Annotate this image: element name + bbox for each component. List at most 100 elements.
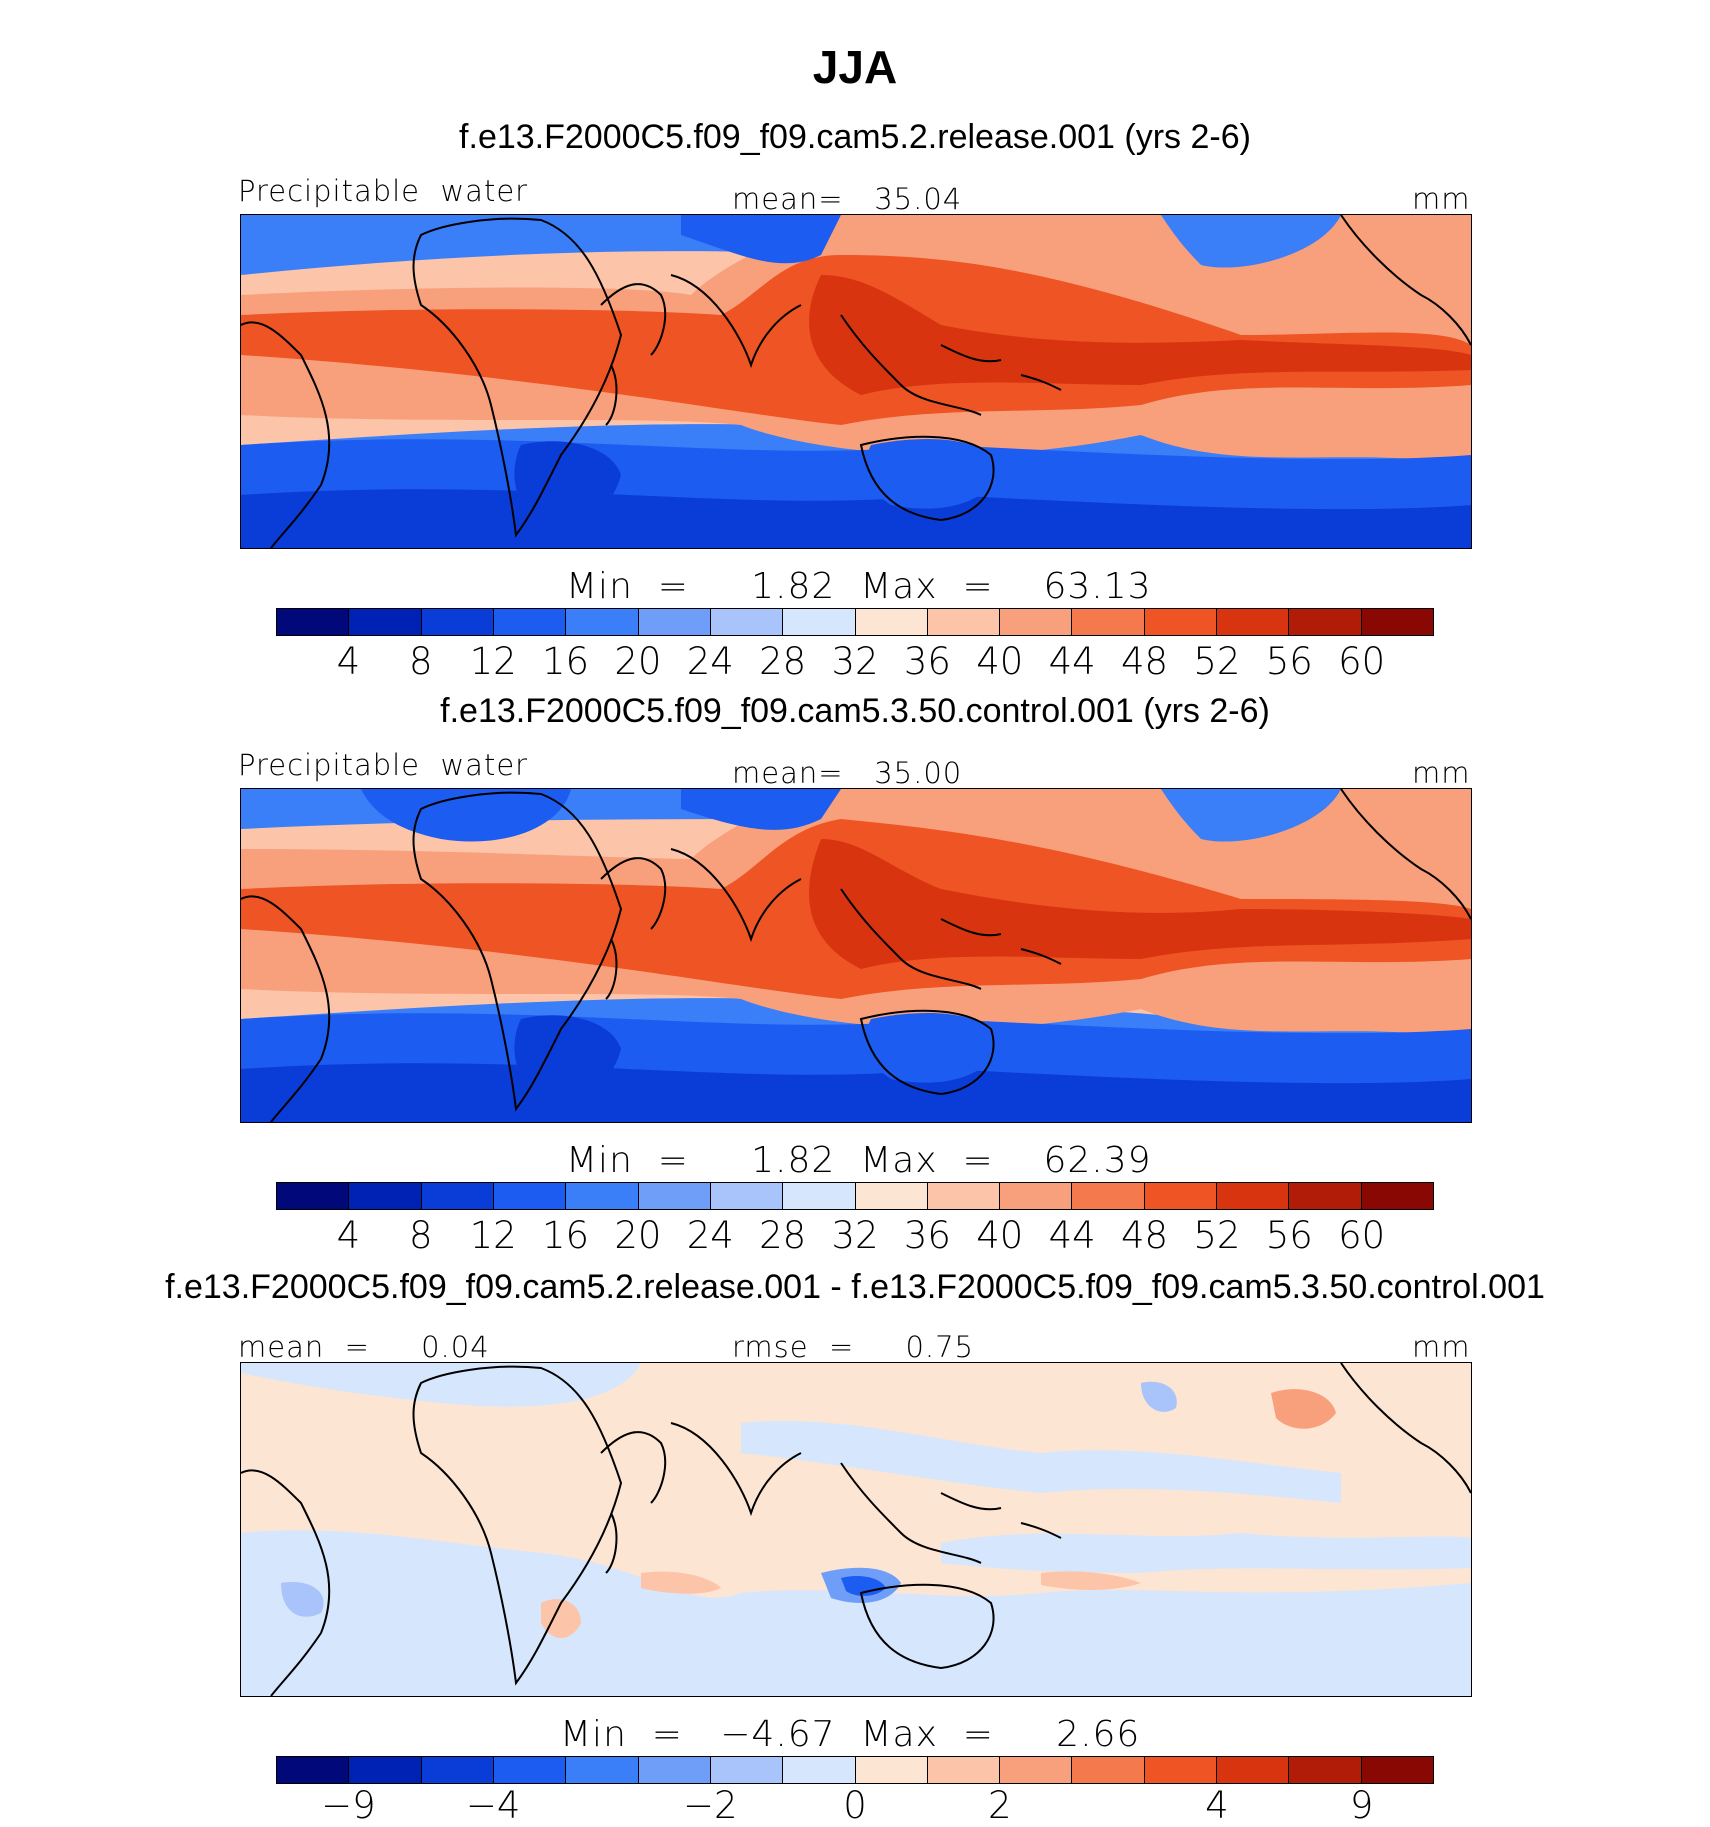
colorbar-tick-label: 8 [408, 1214, 433, 1257]
colorbar-tick-label: 36 [903, 640, 951, 683]
colorbar-tick-label: 9 [1349, 1784, 1374, 1827]
colorbar-tick-label: 44 [1048, 1214, 1096, 1257]
panel-1-minmax: Min = 1.82 Max = 63.13 [566, 566, 1152, 607]
colorbar-tick-label: 40 [976, 640, 1024, 683]
colorbar-segment [1000, 609, 1073, 635]
colorbar-segment [421, 1183, 494, 1209]
panel-3-units-label: mm [1412, 1330, 1471, 1364]
colorbar-tick-label: 24 [686, 640, 734, 683]
figure-title: JJA [812, 41, 898, 93]
colorbar-segment [566, 609, 639, 635]
colorbar-segment [349, 1757, 422, 1783]
panel-1-map [240, 214, 1472, 549]
panel-1-map-svg [241, 215, 1471, 548]
colorbar-segment [1361, 1757, 1433, 1783]
colorbar-segment [493, 609, 567, 635]
colorbar-segment [783, 609, 856, 635]
colorbar-tick-label: 60 [1338, 1214, 1386, 1257]
colorbar-segment [855, 609, 928, 635]
panel-3-map [240, 1362, 1472, 1697]
colorbar-segment [277, 1757, 350, 1783]
colorbar-segment [1289, 609, 1362, 635]
colorbar-tick-label: 48 [1120, 640, 1169, 683]
panel-2-minmax: Min = 1.82 Max = 62.39 [566, 1140, 1152, 1181]
colorbar-segment [1000, 1757, 1073, 1783]
colorbar-segment [927, 1757, 1001, 1783]
colorbar-segment [566, 1757, 639, 1783]
colorbar-tick-label: 12 [469, 1214, 517, 1257]
colorbar-tick-label: −9 [321, 1784, 376, 1827]
colorbar-tick-label: 2 [987, 1784, 1012, 1827]
colorbar-segment [1217, 609, 1290, 635]
colorbar-segment [783, 1757, 856, 1783]
panel-1-subtitle: f.e13.F2000C5.f09_f09.cam5.2.release.001… [459, 118, 1251, 156]
colorbar-tick-label: 44 [1048, 640, 1096, 683]
colorbar-segment [1072, 1183, 1145, 1209]
colorbar-segment [855, 1183, 928, 1209]
colorbar-tick-label: 40 [976, 1214, 1024, 1257]
colorbar-segment [927, 609, 1001, 635]
colorbar-segment [1072, 1757, 1145, 1783]
colorbar-tick-label: 16 [541, 640, 590, 683]
colorbar-tick-label: 60 [1338, 640, 1386, 683]
colorbar-segment [566, 1183, 639, 1209]
colorbar-segment [1144, 1183, 1218, 1209]
colorbar-tick-label: 4 [336, 1214, 361, 1257]
panel-1-colorbar-ticks: 4 8 12 16 20 24 28 32 36 40 44 48 52 56 60 [276, 640, 1434, 683]
colorbar-segment [493, 1757, 567, 1783]
colorbar-segment [710, 609, 784, 635]
colorbar-segment [855, 1757, 928, 1783]
panel-2-map-svg [241, 789, 1471, 1122]
colorbar-tick-label: 24 [686, 1214, 734, 1257]
colorbar-segment [1072, 609, 1145, 635]
colorbar-tick-label: 28 [759, 1214, 807, 1257]
panel-3-rmse-label: rmse = 0.75 [732, 1330, 975, 1364]
colorbar-tick-label: 8 [408, 640, 433, 683]
colorbar-segment [1217, 1183, 1290, 1209]
panel-1-mean-label: mean= 35.04 [732, 182, 963, 216]
colorbar-segment [277, 1183, 350, 1209]
colorbar-tick-label: 36 [903, 1214, 951, 1257]
colorbar-segment [927, 1183, 1001, 1209]
colorbar-segment [1361, 609, 1433, 635]
panel-2-colorbar-ticks: 4 8 12 16 20 24 28 32 36 40 44 48 52 56 60 [276, 1214, 1434, 1257]
panel-3-map-svg [241, 1363, 1471, 1696]
colorbar-segment [1144, 609, 1218, 635]
colorbar-segment [349, 609, 422, 635]
panel-2-map [240, 788, 1472, 1123]
colorbar-tick-label: 12 [469, 640, 517, 683]
colorbar-segment [783, 1183, 856, 1209]
colorbar-tick-label: 28 [759, 640, 807, 683]
colorbar-segment [638, 609, 711, 635]
panel-1-units-label: mm [1412, 182, 1471, 216]
colorbar-tick-label: −4 [465, 1784, 521, 1827]
colorbar-segment [638, 1757, 711, 1783]
colorbar-tick-label: 52 [1193, 1214, 1241, 1257]
colorbar-segment [421, 609, 494, 635]
panel-3-subtitle: f.e13.F2000C5.f09_f09.cam5.2.release.001… [165, 1268, 1545, 1306]
colorbar-tick-label: 52 [1193, 640, 1241, 683]
colorbar-tick-label: 32 [831, 1214, 879, 1257]
panel-3-mean-label: mean = 0.04 [238, 1330, 490, 1364]
colorbar-segment [1144, 1757, 1218, 1783]
panel-3-minmax: Min = −4.67 Max = 2.66 [560, 1714, 1141, 1755]
colorbar-segment [1000, 1183, 1073, 1209]
colorbar-tick-label: 32 [831, 640, 879, 683]
colorbar-tick-label: 4 [1205, 1784, 1229, 1827]
colorbar-segment [1217, 1757, 1290, 1783]
colorbar-tick-label: 20 [614, 640, 662, 683]
panel-3-colorbar [276, 1756, 1434, 1784]
colorbar-segment [710, 1757, 784, 1783]
colorbar-tick-label: 56 [1265, 640, 1313, 683]
colorbar-segment [277, 609, 350, 635]
colorbar-tick-label: 48 [1120, 1214, 1169, 1257]
panel-2-units-label: mm [1412, 756, 1471, 790]
panel-1-colorbar [276, 608, 1434, 636]
colorbar-segment [1361, 1183, 1433, 1209]
panel-1-left-label: Precipitable water [238, 174, 529, 208]
colorbar-tick-label: 56 [1265, 1214, 1313, 1257]
panel-2-mean-label: mean= 35.00 [732, 756, 963, 790]
colorbar-segment [421, 1757, 494, 1783]
colorbar-segment [493, 1183, 567, 1209]
colorbar-tick-label: 0 [843, 1784, 867, 1827]
